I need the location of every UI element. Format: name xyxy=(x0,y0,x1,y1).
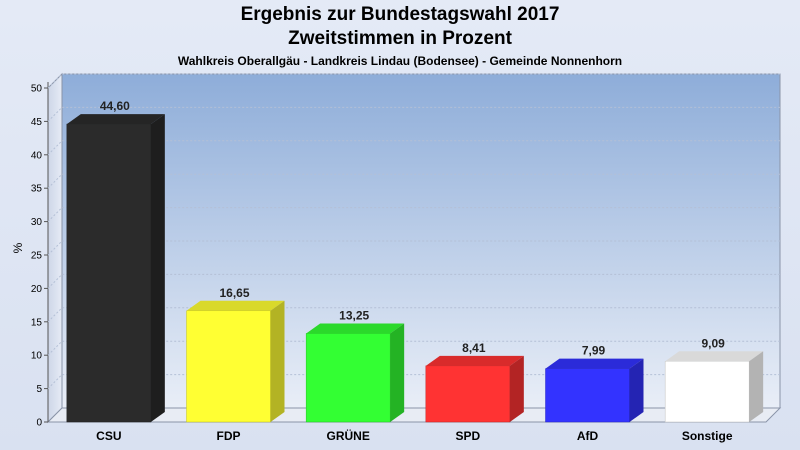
y-tick-label: 20 xyxy=(31,284,43,295)
bar-top xyxy=(186,300,285,311)
bar-side xyxy=(629,358,644,422)
bar-side xyxy=(270,300,285,422)
bar-side xyxy=(150,114,165,423)
bar-front xyxy=(664,361,750,423)
bar-csu: 44,60 xyxy=(66,99,165,423)
bar-top xyxy=(66,114,165,125)
x-tick-label: GRÜNE xyxy=(326,428,369,443)
bar-spd: 8,41 xyxy=(425,341,524,423)
bar-top xyxy=(545,358,644,369)
bar-afd: 7,99 xyxy=(545,344,644,423)
plot-back-wall xyxy=(61,73,781,409)
bar-front xyxy=(186,310,271,423)
bar-front xyxy=(66,123,152,423)
bar-front xyxy=(545,368,630,423)
y-tick-label: 5 xyxy=(36,384,42,395)
bar-value-label: 7,99 xyxy=(582,344,606,358)
bar-value-label: 16,65 xyxy=(219,286,249,300)
bar-top xyxy=(306,323,405,334)
bar-fdp: 16,65 xyxy=(186,286,285,423)
bar-top xyxy=(425,355,524,366)
bar-value-label: 13,25 xyxy=(339,308,369,322)
bar-front xyxy=(425,365,511,423)
y-axis-label: % xyxy=(11,242,25,253)
x-tick-label: FDP xyxy=(217,429,241,443)
y-tick-label: 0 xyxy=(36,418,42,429)
y-tick-label: 40 xyxy=(31,150,43,161)
y-tick-label: 35 xyxy=(31,184,43,195)
bar-value-label: 44,60 xyxy=(100,99,130,113)
bar-side xyxy=(509,355,524,422)
chart-caption: Wahlkreis Oberallgäu - Landkreis Lindau … xyxy=(177,54,623,68)
y-tick-label: 10 xyxy=(31,351,43,362)
chart-subtitle: Zweitstimmen in Prozent xyxy=(288,28,512,49)
bar-value-label: 8,41 xyxy=(462,341,486,355)
x-tick-label: SPD xyxy=(455,429,480,443)
y-tick-label: 25 xyxy=(31,251,43,262)
y-tick-label: 15 xyxy=(31,317,43,328)
bar-grüne: 13,25 xyxy=(305,308,405,423)
y-tick-label: 45 xyxy=(31,117,43,128)
bar-top xyxy=(665,351,764,362)
x-tick-label: Sonstige xyxy=(682,429,733,443)
x-tick-label: AfD xyxy=(577,429,599,443)
bar-value-label: 9,09 xyxy=(701,336,725,350)
bar-side xyxy=(749,351,764,422)
y-tick-label: 50 xyxy=(31,84,43,95)
bar-side xyxy=(390,323,405,422)
y-tick-label: 30 xyxy=(31,217,43,228)
x-tick-label: CSU xyxy=(96,429,121,443)
bar-sonstige: 9,09 xyxy=(664,336,764,423)
chart-title: Ergebnis zur Bundestagswahl 2017 xyxy=(240,4,560,25)
bar-front xyxy=(305,333,391,423)
